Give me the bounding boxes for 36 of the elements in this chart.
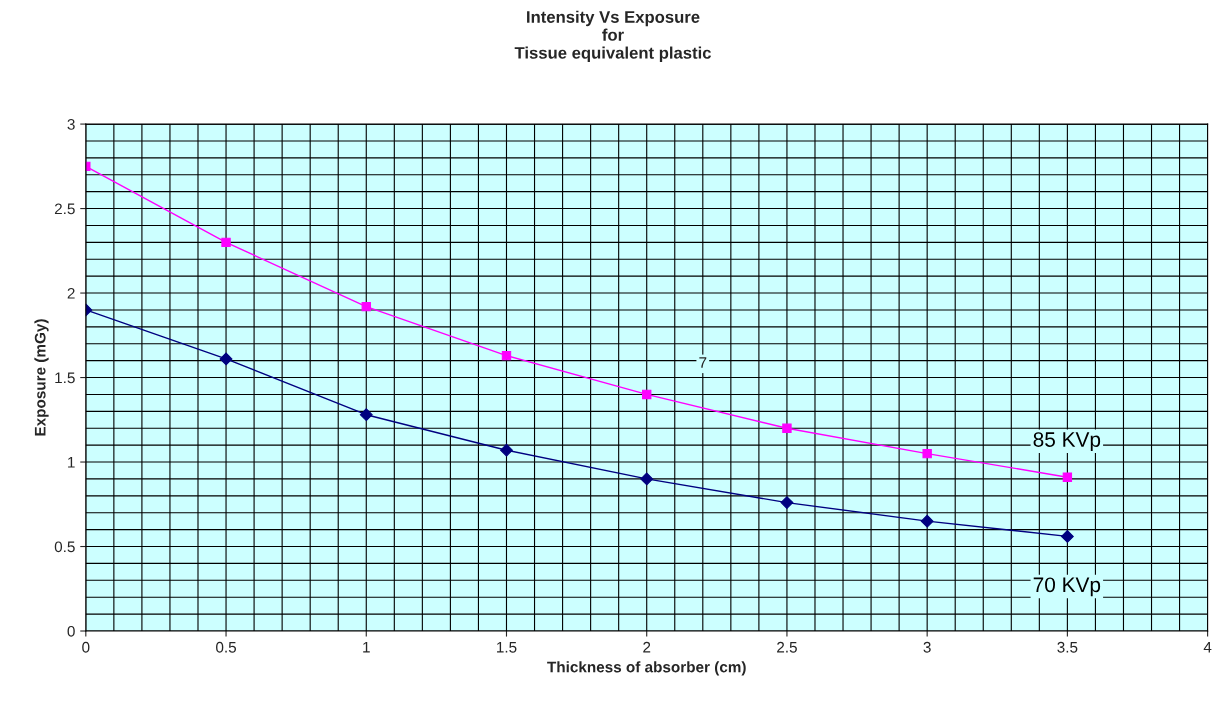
x-tick-label: 0 — [82, 641, 90, 653]
y-tick-label: 0.5 — [54, 541, 75, 553]
x-tick-label: 2 — [643, 641, 651, 653]
y-tick-label: 2.5 — [54, 203, 75, 215]
annotation: 7 — [699, 357, 707, 368]
y-axis-title: Exposure (mGy) — [34, 319, 49, 436]
series-label: 85 KVp — [1033, 432, 1101, 452]
point — [640, 472, 654, 486]
x-tick-label: 1 — [363, 641, 370, 653]
y-tick-label: 0 — [67, 625, 75, 637]
x-tick-label: 1.5 — [497, 641, 517, 653]
point — [221, 237, 231, 248]
point — [219, 352, 233, 366]
point — [501, 350, 512, 361]
point — [1060, 529, 1074, 543]
y-tick-label: 3 — [67, 118, 75, 130]
point — [361, 301, 371, 312]
point — [920, 514, 934, 528]
x-tick-label: 2.5 — [777, 641, 797, 653]
x-tick-label: 0.5 — [216, 641, 237, 653]
y-tick-label: 1 — [68, 457, 75, 468]
point — [359, 408, 373, 422]
y-tick-label: 1.5 — [55, 372, 75, 384]
x-tick-label: 3 — [923, 641, 931, 653]
point — [782, 423, 792, 433]
text: 70 KVp — [1033, 577, 1101, 597]
chart-title: Intensity Vs Exposure for Tissue equivalent plastic — [514, 10, 712, 63]
point — [642, 389, 652, 400]
point — [922, 448, 932, 459]
point — [500, 443, 513, 457]
point — [780, 496, 794, 509]
x-tick-label: 4 — [1203, 641, 1212, 653]
x-tick-label: 3.5 — [1057, 641, 1078, 653]
x-axis-title: Thickness of absorber (cm) — [547, 661, 746, 676]
point — [1062, 472, 1073, 482]
y-tick-label: 2 — [67, 287, 75, 299]
